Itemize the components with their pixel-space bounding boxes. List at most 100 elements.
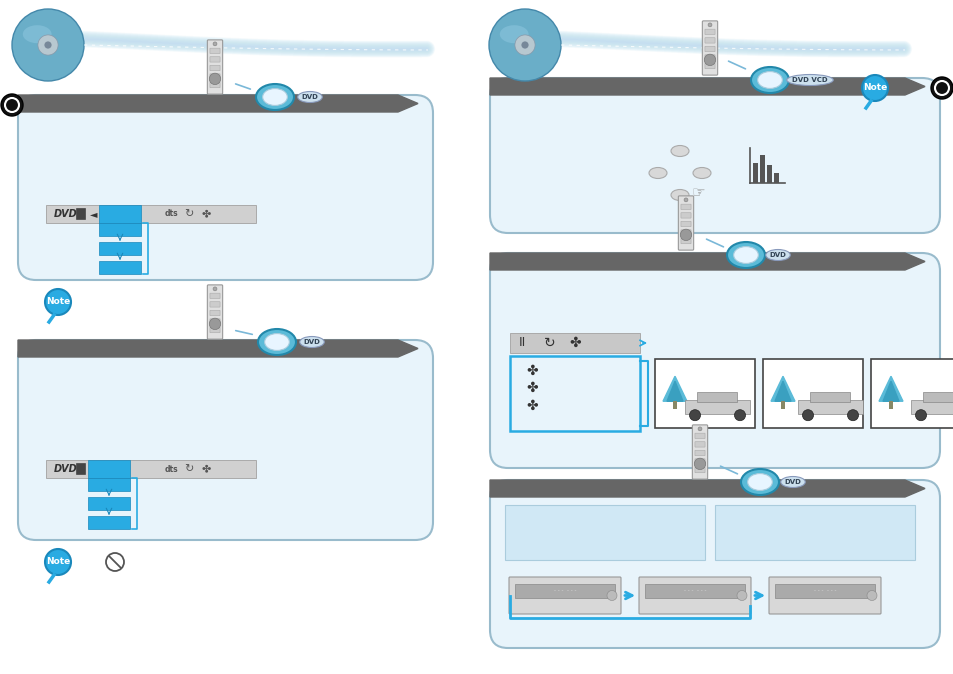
Circle shape	[694, 458, 705, 470]
Circle shape	[846, 410, 858, 421]
Circle shape	[38, 35, 58, 55]
Bar	[766, 165, 771, 183]
Circle shape	[515, 35, 535, 55]
FancyBboxPatch shape	[680, 230, 690, 235]
Polygon shape	[490, 253, 924, 270]
FancyBboxPatch shape	[694, 441, 704, 447]
Circle shape	[213, 287, 216, 290]
FancyBboxPatch shape	[680, 221, 690, 226]
Circle shape	[930, 77, 952, 99]
Ellipse shape	[23, 25, 51, 43]
FancyBboxPatch shape	[207, 285, 222, 339]
FancyBboxPatch shape	[680, 239, 690, 244]
Ellipse shape	[765, 249, 789, 260]
Text: dts: dts	[164, 210, 177, 218]
Circle shape	[866, 590, 876, 601]
Ellipse shape	[262, 88, 287, 105]
FancyBboxPatch shape	[207, 40, 222, 94]
Polygon shape	[18, 95, 417, 112]
Circle shape	[521, 41, 528, 49]
Circle shape	[689, 410, 700, 421]
FancyBboxPatch shape	[210, 65, 220, 71]
Text: - - -  - - -: - - - - - -	[683, 588, 705, 594]
Bar	[774, 584, 874, 598]
Circle shape	[679, 229, 691, 241]
Bar	[99, 261, 141, 274]
Ellipse shape	[747, 474, 772, 491]
FancyBboxPatch shape	[768, 577, 880, 614]
FancyBboxPatch shape	[509, 577, 620, 614]
FancyBboxPatch shape	[694, 467, 704, 472]
Ellipse shape	[740, 469, 779, 495]
Bar	[923, 392, 953, 402]
FancyBboxPatch shape	[680, 213, 690, 218]
FancyBboxPatch shape	[210, 82, 220, 88]
FancyBboxPatch shape	[490, 253, 939, 468]
Bar	[515, 584, 615, 598]
Text: DVD: DVD	[783, 479, 801, 485]
Bar	[910, 400, 953, 415]
FancyBboxPatch shape	[678, 196, 693, 250]
Bar	[46, 460, 255, 478]
Text: - - -  - - -: - - - - - -	[813, 588, 836, 594]
Ellipse shape	[780, 477, 804, 487]
Text: ◄: ◄	[90, 464, 97, 474]
Ellipse shape	[726, 242, 764, 268]
Circle shape	[698, 427, 701, 431]
Text: ◄: ◄	[90, 209, 97, 219]
Circle shape	[12, 9, 84, 81]
Circle shape	[213, 42, 216, 46]
Bar	[655, 359, 754, 428]
Ellipse shape	[648, 168, 666, 179]
FancyBboxPatch shape	[694, 433, 704, 439]
Bar	[99, 223, 141, 236]
Bar	[88, 478, 130, 491]
Circle shape	[737, 590, 746, 601]
Circle shape	[45, 289, 71, 315]
FancyBboxPatch shape	[210, 48, 220, 53]
Ellipse shape	[670, 146, 688, 156]
FancyBboxPatch shape	[704, 63, 715, 69]
Ellipse shape	[297, 92, 322, 102]
Polygon shape	[666, 381, 682, 401]
FancyBboxPatch shape	[210, 57, 220, 62]
FancyBboxPatch shape	[704, 47, 715, 52]
Bar	[510, 333, 639, 353]
Circle shape	[862, 75, 887, 101]
Ellipse shape	[670, 189, 688, 200]
Ellipse shape	[257, 329, 295, 355]
Bar	[76, 208, 85, 219]
Circle shape	[209, 318, 220, 330]
Bar	[644, 584, 744, 598]
Bar	[870, 359, 953, 428]
FancyBboxPatch shape	[680, 204, 690, 210]
Bar	[88, 497, 130, 510]
Circle shape	[209, 73, 220, 84]
Bar	[684, 400, 749, 415]
Circle shape	[45, 41, 51, 49]
FancyBboxPatch shape	[639, 577, 750, 614]
Text: ✤: ✤	[201, 464, 211, 474]
Text: - - -  - - -: - - - - - -	[553, 588, 576, 594]
Text: ✤: ✤	[526, 364, 537, 378]
Ellipse shape	[499, 25, 528, 43]
Bar	[46, 205, 255, 223]
FancyBboxPatch shape	[704, 38, 715, 43]
FancyBboxPatch shape	[704, 29, 715, 34]
Bar	[781, 401, 784, 409]
Bar	[510, 356, 639, 431]
FancyBboxPatch shape	[692, 425, 707, 479]
Circle shape	[707, 23, 711, 27]
Circle shape	[915, 410, 925, 421]
Text: DVD: DVD	[301, 94, 318, 100]
Polygon shape	[878, 376, 902, 401]
Polygon shape	[18, 340, 417, 357]
FancyBboxPatch shape	[704, 55, 715, 60]
Ellipse shape	[299, 336, 324, 348]
Circle shape	[703, 54, 715, 65]
Text: dts: dts	[164, 464, 177, 474]
Circle shape	[734, 410, 744, 421]
Bar	[752, 163, 758, 183]
FancyBboxPatch shape	[210, 310, 220, 315]
FancyBboxPatch shape	[694, 459, 704, 464]
